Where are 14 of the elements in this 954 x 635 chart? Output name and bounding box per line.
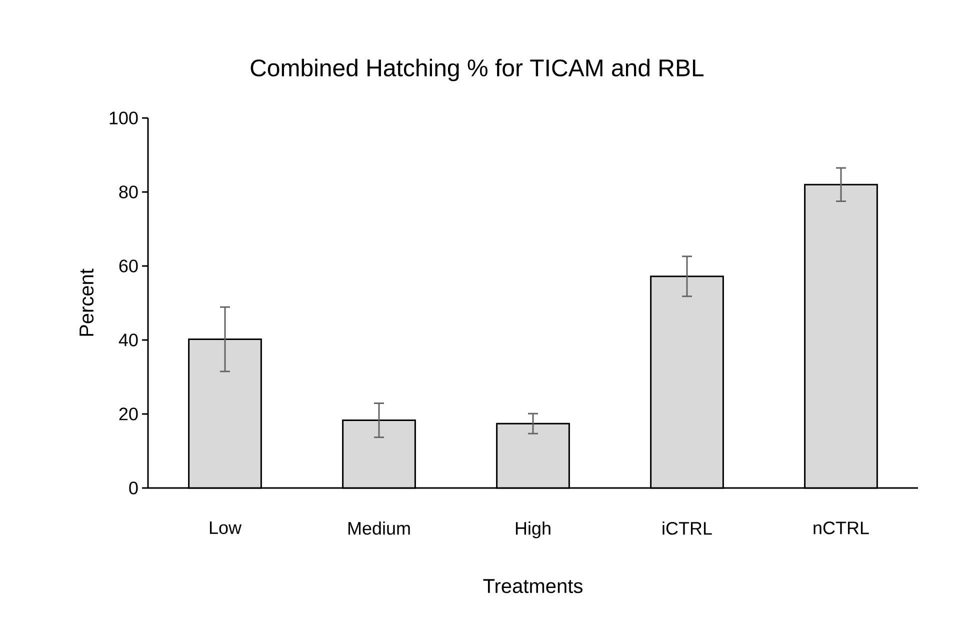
chart-title: Combined Hatching % for TICAM and RBL	[250, 58, 704, 82]
y-tick-label: 60	[119, 260, 138, 272]
y-tick-label: 20	[119, 408, 138, 420]
x-axis-title: Treatments	[483, 579, 582, 594]
y-tick-label: 100	[110, 112, 138, 124]
y-tick-label: 40	[118, 334, 138, 346]
x-tick-label: nCTRL	[814, 522, 869, 534]
y-axis-title: Percent	[80, 268, 94, 336]
x-tick-label: High	[516, 522, 550, 538]
x-tick-label: iCTRL	[662, 522, 712, 535]
y-tick-label: 80	[119, 186, 138, 198]
x-tick-label: Medium	[348, 522, 410, 535]
x-tick-label: Low	[210, 522, 242, 534]
y-tick-label: 0	[129, 482, 138, 494]
